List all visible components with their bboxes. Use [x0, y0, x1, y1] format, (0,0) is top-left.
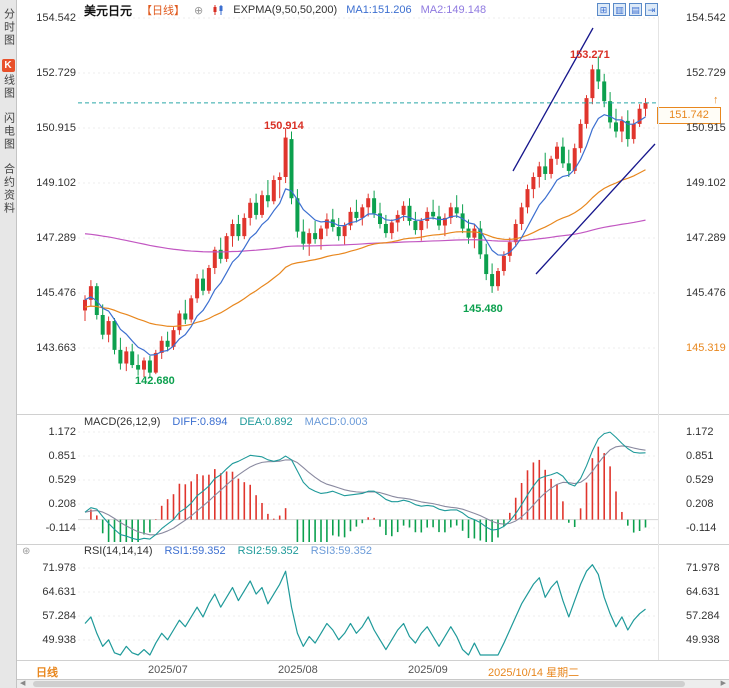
rsi-axis-label: 71.978 — [686, 562, 720, 574]
kline-badge: K — [1, 59, 15, 72]
candlestick-chart[interactable] — [78, 16, 658, 414]
candlestick-mini-icon — [212, 4, 224, 16]
layout-grid-icon[interactable]: ⊞ — [597, 3, 610, 16]
rsi-axis-label: 57.284 — [686, 610, 720, 622]
macd-axis-label: 0.529 — [686, 474, 714, 486]
rsi-header: RSI(14,14,14) RSI1:59.352 RSI2:59.352 RS… — [84, 545, 372, 557]
axis-divider — [658, 16, 659, 660]
symbol-name: 美元日元 — [84, 3, 133, 18]
price-axis-label: 150.915 — [686, 122, 726, 134]
rsi-axis-label: 57.284 — [42, 610, 76, 622]
price-axis-label: 147.289 — [36, 232, 76, 244]
price-axis-label: 145.476 — [36, 287, 76, 299]
macd-dea-value: DEA:0.892 — [239, 416, 293, 428]
price-annotation-high2: 153.271 — [570, 49, 610, 61]
sidebar-item-kline-chart[interactable]: K 线图 — [1, 59, 16, 100]
panel-divider[interactable] — [17, 414, 729, 415]
rsi-chart[interactable] — [78, 550, 658, 658]
sidebar: 分时图 K 线图 闪电图 合约资料 — [0, 0, 17, 688]
price-axis-label: 145.319 — [686, 342, 726, 354]
macd-title[interactable]: MACD(26,12,9) — [84, 416, 161, 428]
scrollbar-thumb[interactable] — [33, 681, 685, 687]
price-axis-label: 149.102 — [36, 177, 76, 189]
panel-divider[interactable] — [17, 544, 729, 545]
sidebar-item-timeshare-chart[interactable]: 分时图 — [2, 8, 15, 47]
sidebar-item-contract-info[interactable]: 合约资料 — [2, 163, 15, 215]
ma2-value: MA2:149.148 — [420, 4, 487, 16]
macd-axis-label: 0.851 — [48, 450, 76, 462]
price-annotation-low2: 145.480 — [463, 303, 503, 315]
price-axis-label: 147.289 — [686, 232, 726, 244]
macd-axis-label: 1.172 — [686, 426, 714, 438]
rsi-axis-label: 71.978 — [42, 562, 76, 574]
sidebar-item-kline-label: 线图 — [2, 74, 15, 100]
last-price-box: 151.742 — [657, 107, 721, 124]
layout-columns-icon[interactable]: ▥ — [613, 3, 626, 16]
rsi-title[interactable]: RSI(14,14,14) — [84, 545, 153, 557]
price-axis-label: 154.542 — [36, 12, 76, 24]
indicator-name: EXPMA(9,50,50,200) — [233, 4, 338, 16]
ma1-value: MA1:151.206 — [346, 4, 412, 16]
scroll-right-icon[interactable]: ▶ — [720, 680, 726, 687]
price-axis-label: 152.729 — [686, 67, 726, 79]
price-annotation-low1: 142.680 — [135, 375, 175, 387]
chart-header: 美元日元 【日线】 ⊕ EXPMA(9,50,50,200) MA1:151.2… — [84, 3, 487, 18]
rsi2-value: RSI2:59.352 — [237, 545, 299, 557]
current-date-label: 2025/10/14 星期二 — [488, 667, 580, 679]
price-axis-label: 149.102 — [686, 177, 726, 189]
sidebar-item-lightning-chart[interactable]: 闪电图 — [2, 112, 15, 151]
price-axis-label: 152.729 — [36, 67, 76, 79]
macd-axis-label: 1.172 — [48, 426, 76, 438]
date-tick-label: 2025/09 — [408, 664, 448, 676]
macd-axis-label: 0.208 — [48, 498, 76, 510]
date-tick-label: 2025/08 — [278, 664, 318, 676]
macd-axis-label: -0.114 — [686, 522, 717, 534]
period-indicator[interactable]: 日线 — [36, 667, 58, 679]
price-axis-label: 154.542 — [686, 12, 726, 24]
macd-diff-value: DIFF:0.894 — [172, 416, 228, 428]
macd-axis-label: -0.114 — [45, 522, 76, 534]
scroll-left-icon[interactable]: ◀ — [20, 680, 26, 687]
macd-hist-value: MACD:0.003 — [304, 416, 368, 428]
layout-expand-icon[interactable]: ⇥ — [645, 3, 658, 16]
macd-chart[interactable] — [78, 426, 658, 544]
chart-scrollbar[interactable]: ◀ ▶ — [17, 679, 729, 688]
price-axis-label: 145.476 — [686, 287, 726, 299]
rsi-axis-label: 49.938 — [686, 634, 720, 646]
price-axis-label: 150.915 — [36, 122, 76, 134]
price-up-arrow-icon: ↑ — [713, 94, 719, 106]
rsi-axis-label: 64.631 — [42, 586, 76, 598]
macd-axis-label: 0.208 — [686, 498, 714, 510]
macd-axis-label: 0.529 — [48, 474, 76, 486]
rsi3-value: RSI3:59.352 — [310, 545, 372, 557]
rsi-axis-label: 64.631 — [686, 586, 720, 598]
price-annotation-high1: 150.914 — [264, 120, 304, 132]
date-tick-label: 2025/07 — [148, 664, 188, 676]
indicator-settings-icon[interactable]: ⊛ — [22, 546, 31, 557]
macd-axis-label: 0.851 — [686, 450, 714, 462]
price-axis-label: 143.663 — [36, 342, 76, 354]
rsi1-value: RSI1:59.352 — [164, 545, 226, 557]
macd-header: MACD(26,12,9) DIFF:0.894 DEA:0.892 MACD:… — [84, 416, 368, 428]
date-axis: 日线 2025/10/14 星期二 2025/07 2025/08 2025/09 — [17, 661, 729, 679]
period-tag[interactable]: 【日线】 — [141, 5, 186, 17]
rsi-axis-label: 49.938 — [42, 634, 76, 646]
panel-divider — [17, 660, 729, 661]
layout-rows-icon[interactable]: ▤ — [629, 3, 642, 16]
layout-toolbar: ⊞ ▥ ▤ ⇥ — [597, 3, 658, 16]
add-indicator-icon[interactable]: ⊕ — [194, 4, 204, 17]
